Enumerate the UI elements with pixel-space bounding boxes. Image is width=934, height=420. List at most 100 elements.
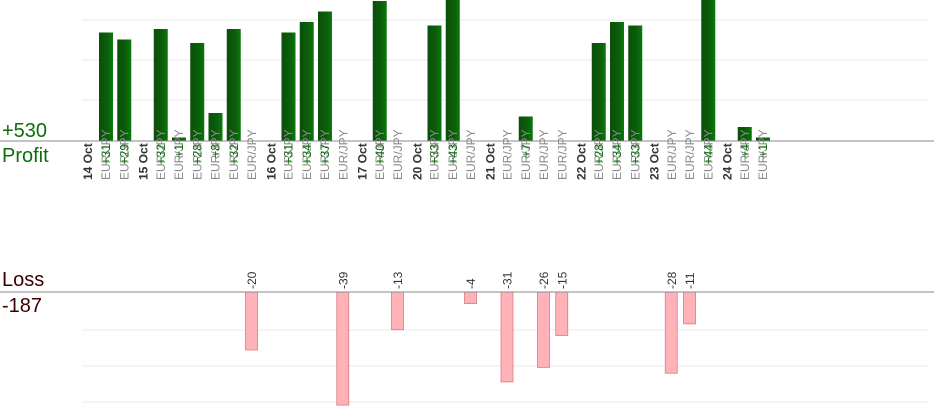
- pair-label: EUR/JPY: [282, 129, 296, 180]
- date-label: 23 Oct: [648, 143, 662, 180]
- loss-value-label: -31: [501, 271, 515, 289]
- profit-bar: [318, 11, 332, 141]
- pair-label: EUR/JPY: [701, 129, 715, 180]
- profit-value-label: +33: [428, 144, 442, 165]
- loss-bar: [500, 291, 514, 383]
- pair-label: EUR/JPY: [336, 129, 350, 180]
- loss-value-label: -39: [336, 271, 350, 289]
- pair-label: EUR/JPY: [592, 129, 606, 180]
- profit-bar: [153, 29, 168, 141]
- pair-label: EUR/JPY: [373, 129, 387, 180]
- pair-label: EUR/JPY: [227, 129, 241, 180]
- loss-value-label: -13: [391, 271, 405, 289]
- date-label: 14 Oct: [81, 143, 95, 180]
- pair-label: EUR/JPY: [172, 129, 186, 180]
- profit-bar: [226, 29, 241, 141]
- profit-value-label: +28: [592, 144, 606, 165]
- date-label: 17 Oct: [356, 143, 370, 180]
- loss-bar: [336, 291, 350, 406]
- profit-value-label: +40: [373, 144, 387, 165]
- date-label: 22 Oct: [575, 143, 589, 180]
- date-label: 20 Oct: [410, 143, 424, 180]
- profit-bar: [756, 137, 770, 141]
- pair-label: EUR/JPY: [99, 129, 113, 180]
- pair-label: EUR/JPY: [628, 129, 642, 180]
- profit-bar: [610, 22, 624, 141]
- profit-label: Profit: [2, 145, 49, 167]
- pair-label: EUR/JPY: [318, 129, 332, 180]
- profit-value-label: +1: [172, 144, 186, 158]
- profit-value-label: +29: [117, 144, 131, 165]
- pair-label: EUR/JPY: [756, 129, 770, 180]
- loss-value-label: -15: [555, 271, 569, 289]
- loss-value-label: -28: [665, 271, 679, 289]
- profit-value-label: +32: [154, 144, 168, 165]
- pair-label: EUR/JPY: [665, 129, 679, 180]
- profit-bar: [445, 0, 460, 141]
- pair-label: EUR/JPY: [428, 129, 442, 180]
- pair-label: EUR/JPY: [391, 129, 405, 180]
- profit-total: +530: [2, 120, 48, 142]
- pair-label: EUR/JPY: [154, 129, 168, 180]
- labels: 14 Oct EUR/JPY+31 EUR/JPY+29 15 Oct EUR/JPY+…: [81, 129, 770, 289]
- profit-bar: [372, 1, 387, 141]
- date-label: 16 Oct: [264, 143, 278, 180]
- pair-label: EUR/JPY: [519, 129, 533, 180]
- profit-bar: [281, 32, 296, 141]
- pair-label: EUR/JPY: [683, 129, 697, 180]
- loss-bar: [555, 291, 569, 336]
- profit-bar: [190, 43, 205, 141]
- profit-value-label: +31: [99, 144, 113, 165]
- profit-value-label: +1: [756, 144, 770, 158]
- pair-label: EUR/JPY: [537, 129, 551, 180]
- profit-value-label: +32: [227, 144, 241, 165]
- loss-bar: [683, 291, 696, 325]
- profit-bar: [591, 43, 606, 141]
- pair-label: EUR/JPY: [501, 129, 515, 180]
- loss-value-label: -20: [245, 271, 259, 289]
- loss-bar: [664, 291, 678, 374]
- loss-bar: [245, 291, 258, 351]
- date-label: 15 Oct: [137, 143, 151, 180]
- pair-label: EUR/JPY: [300, 129, 314, 180]
- profit-bar: [518, 116, 533, 141]
- pair-label: EUR/JPY: [610, 129, 624, 180]
- profit-bar: [299, 22, 314, 141]
- pair-label: EUR/JPY: [446, 129, 460, 180]
- loss-bar: [537, 291, 550, 368]
- pair-label: EUR/JPY: [117, 129, 131, 180]
- profit-bar: [117, 39, 132, 141]
- profit-bar: [99, 32, 113, 141]
- loss-value-label: -11: [683, 272, 697, 289]
- profit-value-label: +4: [738, 144, 752, 158]
- pair-label: EUR/JPY: [555, 129, 569, 180]
- profit-bar: [628, 25, 643, 141]
- profit-bar: [737, 127, 752, 141]
- loss-bar: [391, 291, 404, 331]
- loss-bar: [464, 291, 477, 305]
- profit-bar: [427, 25, 442, 141]
- profit-value-label: +7: [519, 144, 533, 158]
- loss-value-label: -26: [537, 271, 551, 289]
- bars: [99, 0, 770, 406]
- profit-value-label: +33: [628, 144, 642, 165]
- profit-bar: [172, 137, 186, 141]
- loss-total: -187: [2, 295, 43, 317]
- profit-bar: [208, 113, 223, 141]
- pair-label: EUR/JPY: [464, 129, 478, 180]
- pair-label: EUR/JPY: [245, 129, 259, 180]
- pair-label: EUR/JPY: [209, 129, 223, 180]
- loss-value-label: -4: [464, 278, 478, 289]
- profit-value-label: +43: [446, 144, 460, 165]
- date-label: 24 Oct: [721, 143, 735, 180]
- pair-label: EUR/JPY: [190, 129, 204, 180]
- profit-value-label: +37: [318, 144, 332, 165]
- pair-label: EUR/JPY: [738, 129, 752, 180]
- profit-value-label: +44: [701, 144, 715, 165]
- date-label: 21 Oct: [483, 143, 497, 180]
- profit-value-label: +8: [209, 144, 223, 158]
- profit-value-label: +28: [190, 144, 204, 165]
- loss-label: Loss: [2, 269, 45, 291]
- profit-value-label: +34: [610, 144, 624, 165]
